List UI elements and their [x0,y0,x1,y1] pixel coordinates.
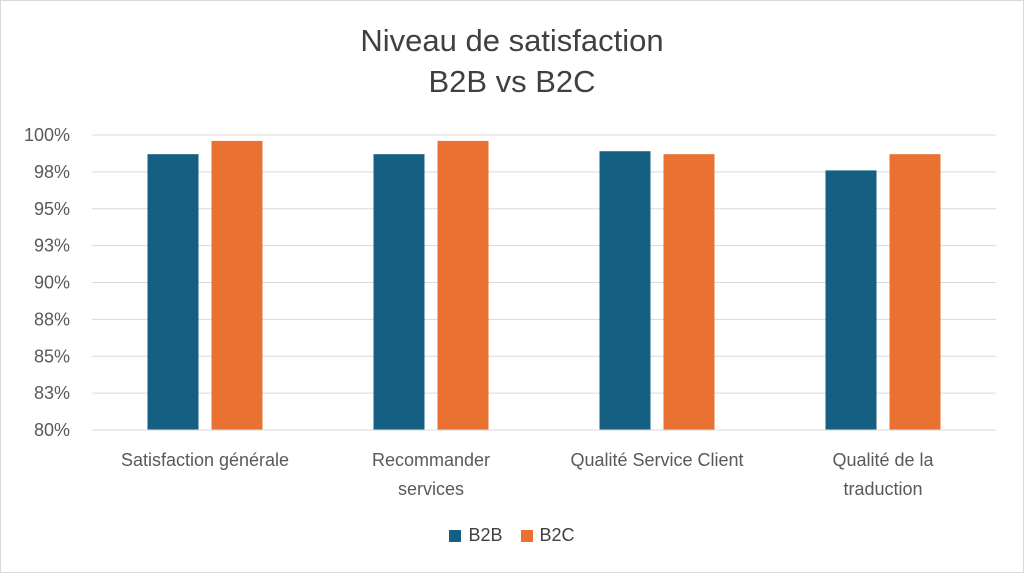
bar-b2c [211,140,263,430]
y-tick-label: 80% [34,420,70,440]
y-tick-label: 98% [34,162,70,182]
chart-title-line-1: Niveau de satisfaction [360,23,664,58]
legend-swatch-b2b [449,529,462,542]
legend: B2B B2C [0,525,1024,546]
y-tick-label: 95% [34,199,70,219]
y-tick-label: 100% [24,125,70,145]
legend-label-b2b: B2B [468,525,503,545]
legend-label-b2c: B2C [539,525,575,545]
y-tick-label: 93% [34,236,70,256]
bar-b2c [663,154,715,431]
chart-title-line-2: B2B vs B2C [428,64,596,99]
bar-b2b [147,154,199,431]
y-tick-label: 85% [34,346,70,366]
chart-title: Niveau de satisfaction B2B vs B2C [0,20,1024,102]
x-category-label: Qualité Service Client [570,450,743,470]
x-category-label: services [398,479,464,499]
bar-b2b [599,151,651,430]
legend-item-b2c: B2C [520,525,575,546]
bar-b2c [437,140,489,430]
x-category-label: Satisfaction générale [121,450,289,470]
x-category-label: traduction [843,479,922,499]
legend-item-b2b: B2B [449,525,503,546]
x-category-label: Recommander [372,450,490,470]
y-tick-label: 88% [34,309,70,329]
x-category-label: Qualité de la [832,450,934,470]
bar-b2c [889,154,941,431]
bar-b2b [373,154,425,431]
bar-b2b [825,170,877,430]
y-tick-label: 90% [34,273,70,293]
legend-swatch-b2c [520,529,533,542]
y-tick-label: 83% [34,383,70,403]
